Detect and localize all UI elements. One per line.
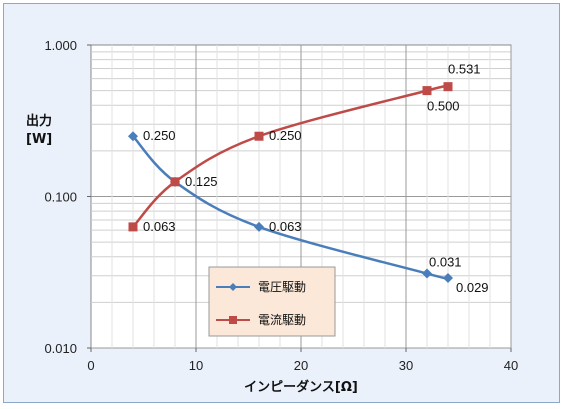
x-tick-label: 10 xyxy=(189,358,203,373)
x-axis-ticks: 0 10 20 30 40 xyxy=(87,348,518,373)
data-label: 0.063 xyxy=(269,219,302,234)
legend-box xyxy=(208,266,336,337)
data-label: 0.125 xyxy=(185,174,218,189)
data-point-diamond xyxy=(422,268,432,279)
x-tick-label: 20 xyxy=(294,358,308,373)
legend-marker-voltage xyxy=(229,283,237,291)
data-label: 0.250 xyxy=(143,128,176,143)
chart-area: 0.010 0.100 1.000 0 10 20 30 40 出力 [W] インピーダンス… xyxy=(3,3,560,403)
data-point-square xyxy=(170,177,180,187)
x-tick-label: 0 xyxy=(87,358,94,373)
data-label: 0.029 xyxy=(456,280,489,295)
data-point-diamond xyxy=(128,131,138,142)
data-point-square xyxy=(422,86,432,96)
y-axis-title-line2: [W] xyxy=(26,132,52,147)
series-line-1 xyxy=(132,135,450,280)
data-label: 0.250 xyxy=(269,128,302,143)
data-label: 0.063 xyxy=(143,219,176,234)
y-tick-label: 1.000 xyxy=(44,38,77,53)
series-line-2 xyxy=(132,84,450,228)
data-labels: 0.250 0.125 0.063 0.031 0.029 0.063 0.250 0.500… xyxy=(143,62,489,295)
legend-label-voltage: 電圧駆動 xyxy=(258,280,306,294)
data-label: 0.031 xyxy=(429,255,462,270)
x-tick-label: 40 xyxy=(504,358,518,373)
data-point-diamond xyxy=(254,221,264,232)
x-axis-title: インピーダンス[Ω] xyxy=(244,379,358,395)
y-axis-title-line1: 出力 xyxy=(26,113,52,129)
y-tick-label: 0.010 xyxy=(44,341,77,356)
legend: 電圧駆動 電流駆動 xyxy=(208,266,336,337)
data-point-square xyxy=(443,82,453,92)
legend-label-current: 電流駆動 xyxy=(258,313,306,327)
impedance-output-chart: 0.010 0.100 1.000 0 10 20 30 40 出力 [W] インピーダンス… xyxy=(26,38,518,395)
data-point-square xyxy=(128,222,138,232)
y-axis-ticks: 0.010 0.100 1.000 xyxy=(44,38,91,356)
series-group xyxy=(128,82,453,283)
y-tick-label: 0.100 xyxy=(44,190,77,205)
data-label: 0.500 xyxy=(427,99,460,114)
x-tick-label: 30 xyxy=(399,358,413,373)
data-point-square xyxy=(254,131,264,141)
gridlines xyxy=(91,45,512,349)
data-point-diamond xyxy=(443,272,453,283)
legend-marker-current xyxy=(229,316,237,324)
data-label: 0.531 xyxy=(448,62,481,77)
